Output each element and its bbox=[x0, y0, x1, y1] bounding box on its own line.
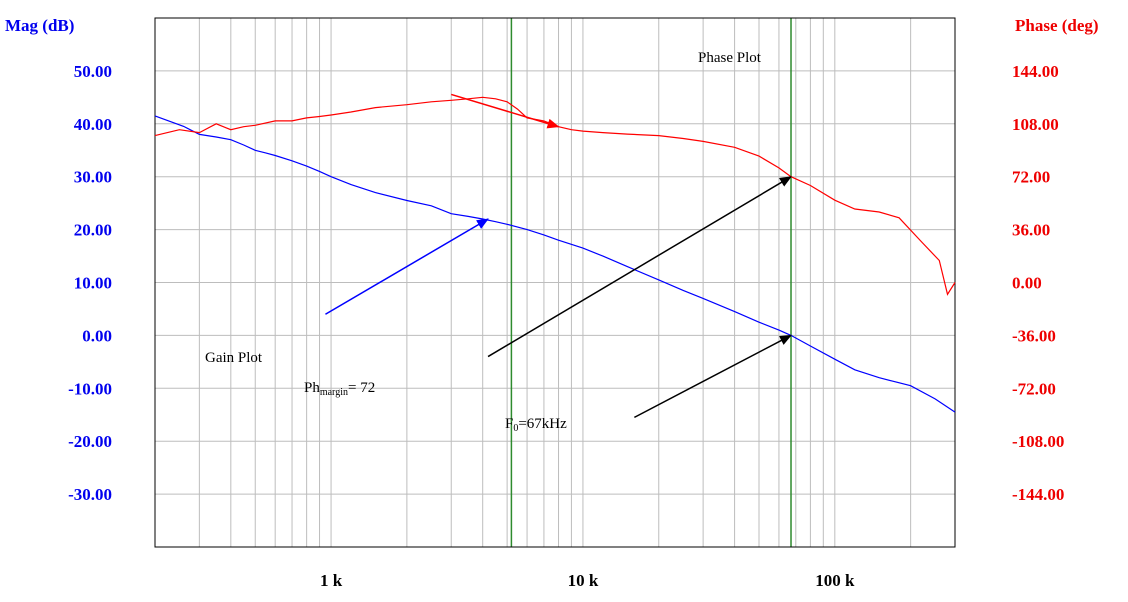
phase-margin-annotation-arrow bbox=[487, 176, 792, 358]
annotations-group: Phase Plot Gain Plot Phmargin= 72 F0=67kHz bbox=[205, 50, 792, 434]
annotation-suffix: = 72 bbox=[348, 380, 375, 396]
left-tick-label: -20.00 bbox=[68, 432, 112, 451]
gain-plot-annotation-arrow bbox=[325, 218, 489, 315]
left-axis-label: Mag (dB) bbox=[5, 16, 74, 35]
gain-series-line bbox=[154, 115, 956, 413]
crossover-frequency-annotation-arrow bbox=[634, 334, 792, 419]
right-axis-label: Phase (deg) bbox=[1015, 16, 1099, 35]
x-tick-label: 1 k bbox=[320, 571, 343, 590]
left-tick-label: -30.00 bbox=[68, 485, 112, 504]
right-tick-label: -144.00 bbox=[1012, 485, 1064, 504]
left-tick-label: 50.00 bbox=[74, 62, 112, 81]
x-tick-label: 10 k bbox=[568, 571, 599, 590]
phase-plot-annotation-label: Phase Plot bbox=[698, 50, 762, 66]
left-tick-label: 20.00 bbox=[74, 221, 112, 240]
right-tick-label: 0.00 bbox=[1012, 274, 1042, 293]
annotation-suffix: =67kHz bbox=[518, 416, 567, 432]
right-tick-label: 36.00 bbox=[1012, 221, 1050, 240]
annotation-subscript: margin bbox=[320, 387, 348, 398]
crossover-frequency-annotation-label: F0=67kHz bbox=[505, 416, 567, 434]
left-tick-label: 0.00 bbox=[82, 326, 112, 345]
gain-plot-annotation-label: Gain Plot bbox=[205, 350, 263, 366]
left-tick-label: 40.00 bbox=[74, 115, 112, 134]
annotation-text: Ph bbox=[304, 380, 320, 396]
x-axis-ticks: 1 k 10 k 100 k bbox=[320, 571, 855, 590]
right-tick-label: 144.00 bbox=[1012, 62, 1059, 81]
left-tick-label: 10.00 bbox=[74, 274, 112, 293]
right-tick-label: -72.00 bbox=[1012, 379, 1056, 398]
left-tick-label: 30.00 bbox=[74, 168, 112, 187]
phase-plot-annotation-arrow bbox=[451, 93, 560, 129]
right-tick-label: 108.00 bbox=[1012, 115, 1059, 134]
right-tick-label: -36.00 bbox=[1012, 326, 1056, 345]
x-tick-label: 100 k bbox=[815, 571, 855, 590]
left-axis-ticks: 50.00 40.00 30.00 20.00 10.00 0.00 -10.00 -20.0… bbox=[68, 62, 112, 504]
right-tick-label: 72.00 bbox=[1012, 168, 1050, 187]
left-tick-label: -10.00 bbox=[68, 379, 112, 398]
annotation-text: F bbox=[505, 416, 513, 432]
phase-margin-annotation-label: Phmargin= 72 bbox=[304, 380, 375, 398]
annotation-text: Gain Plot bbox=[205, 350, 263, 366]
annotation-text: Phase Plot bbox=[698, 50, 762, 66]
vertical-markers bbox=[510, 18, 792, 547]
annotation-subscript: 0 bbox=[513, 423, 518, 434]
right-tick-label: -108.00 bbox=[1012, 432, 1064, 451]
grid bbox=[155, 18, 955, 547]
right-axis-ticks: 144.00 108.00 72.00 36.00 0.00 -36.00 -72.00 -1… bbox=[1012, 62, 1064, 504]
